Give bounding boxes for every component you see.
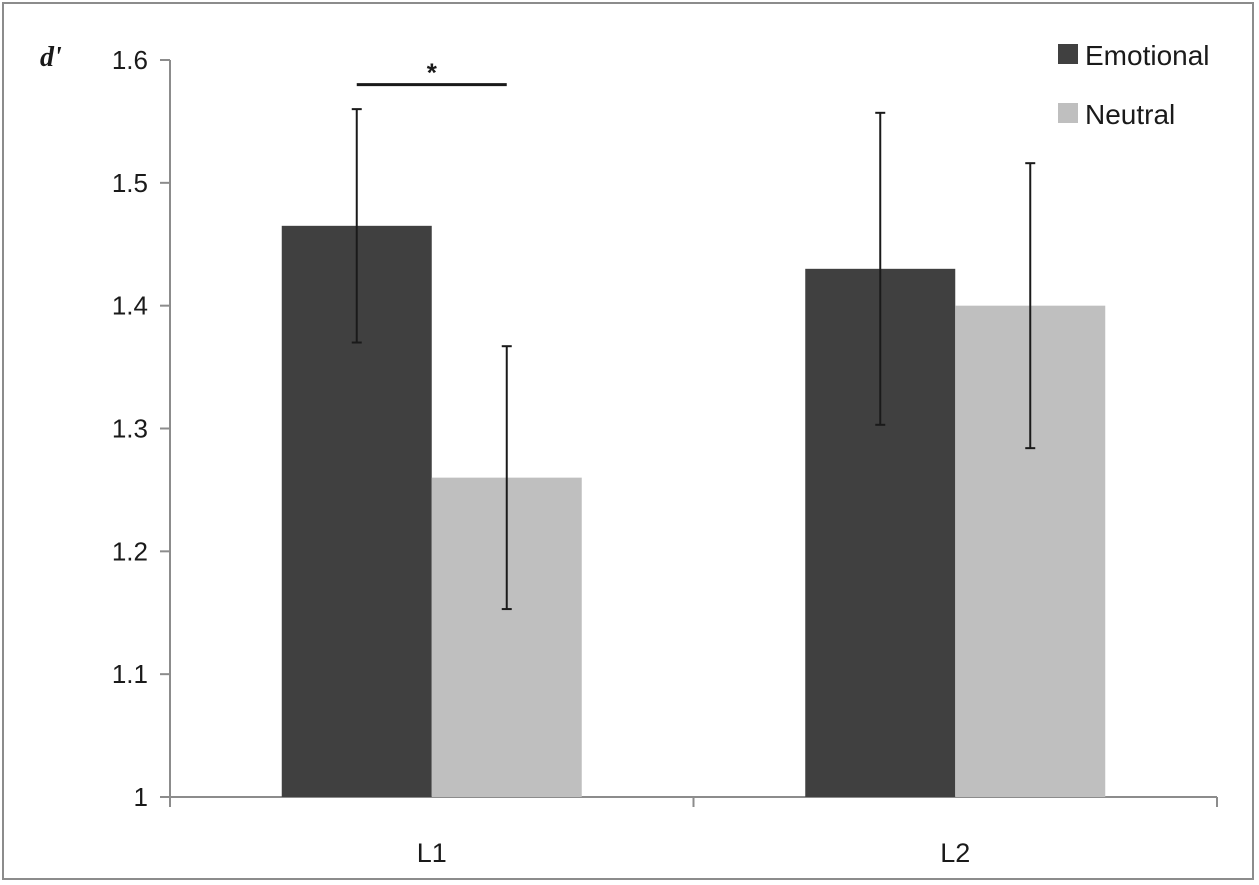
- y-tick-label: 1.3: [112, 414, 148, 444]
- legend-swatch: [1058, 103, 1078, 123]
- legend-label: Neutral: [1085, 99, 1175, 130]
- error-bars: [351, 108, 1036, 611]
- y-tick-label: 1.4: [112, 291, 148, 321]
- legend: Emotional Neutral: [1058, 40, 1210, 130]
- y-axis-label: d': [40, 42, 62, 73]
- significance-marker: *: [427, 58, 438, 88]
- y-tick-label: 1.5: [112, 168, 148, 198]
- legend-swatch: [1058, 44, 1078, 64]
- annotations: *: [356, 58, 507, 88]
- bars: [281, 225, 1106, 798]
- legend-label: Emotional: [1085, 40, 1210, 71]
- y-tick-label: 1: [134, 782, 148, 812]
- y-tick-label: 1.1: [112, 659, 148, 689]
- y-tick-label: 1.2: [112, 536, 148, 566]
- x-tick-label: L1: [417, 838, 447, 868]
- y-tick-label: 1.6: [112, 45, 148, 75]
- x-tick-label: L2: [940, 838, 970, 868]
